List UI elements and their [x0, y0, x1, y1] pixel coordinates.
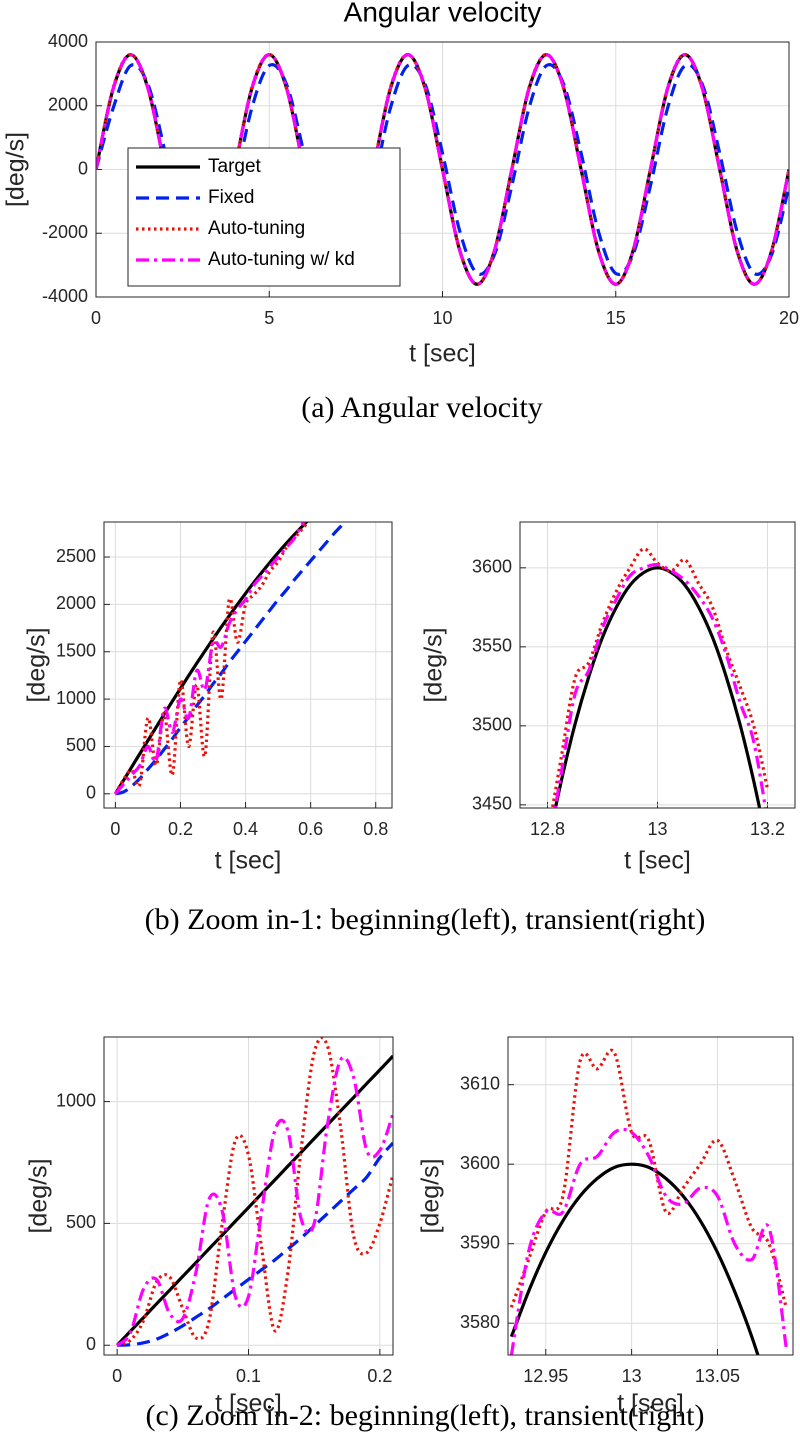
- x-tick-label: 0: [110, 819, 120, 839]
- legend-label: Fixed: [208, 187, 254, 208]
- series-line: [116, 1055, 393, 1347]
- x-tick-label: 0: [91, 308, 101, 328]
- series-line: [116, 1037, 393, 1347]
- x-tick-label: 15: [606, 308, 626, 328]
- y-tick-label: 3590: [460, 1232, 500, 1252]
- x-axis-label: t [sec]: [624, 847, 691, 875]
- plot-frame: [507, 1036, 794, 1356]
- y-tick-label: 4000: [48, 31, 88, 51]
- plot-frame: [95, 41, 790, 298]
- x-tick-label: 5: [264, 308, 274, 328]
- series-line: [509, 1162, 760, 1355]
- x-tick-label: 20: [779, 308, 799, 328]
- chart: 0 5 10 15 20 -4000 -2000 0 2000 4000 Angular veloc…: [2, 0, 799, 368]
- series-line: [113, 522, 311, 795]
- series-group: [115, 1037, 393, 1347]
- y-tick-label: 3580: [460, 1312, 500, 1332]
- y-tick-label: 0: [78, 158, 88, 178]
- series-line: [117, 1141, 393, 1347]
- y-tick-label: 3610: [460, 1073, 500, 1093]
- legend-box: [127, 147, 401, 287]
- plot-area: [104, 522, 392, 808]
- x-tick-label: 0.8: [363, 819, 388, 839]
- x-tick-label: 0.6: [298, 819, 323, 839]
- x-tick-label: 0: [112, 1366, 122, 1386]
- y-tick-label: 3500: [472, 715, 512, 735]
- y-tick-label: 500: [66, 735, 96, 755]
- y-tick-label: 0: [86, 1334, 96, 1354]
- series-group: [113, 522, 345, 796]
- series-line: [553, 566, 762, 808]
- y-tick-label: 2500: [56, 546, 96, 566]
- legend-label: Auto-tuning w/ kd: [208, 249, 355, 270]
- chart: 0 0.2 0.4 0.6 0.8 0 500 1000 1500 2000 2500 t [sec]…: [23, 521, 393, 875]
- plot-frame: [103, 521, 393, 809]
- chart: 0 0.1 0.2 0 500 1000 t [sec] [deg/s]: [25, 1036, 394, 1418]
- caption: (b) Zoom in-1: beginning(left), transien…: [145, 903, 706, 936]
- series-line: [96, 63, 789, 276]
- x-tick-label: 13.05: [695, 1366, 740, 1386]
- x-tick-label: 10: [432, 308, 452, 328]
- series-group: [550, 547, 770, 808]
- x-tick-label: 0.2: [168, 819, 193, 839]
- y-axis-label: [deg/s]: [417, 1158, 445, 1233]
- chart: 12.8 13 13.2 3450 3500 3550 3600 t [sec] [deg/s]: [420, 521, 796, 875]
- chart: 12.95 13 13.05 3580 3590 3600 3610 t [sec] [deg/…: [417, 1036, 794, 1418]
- legend: Target Fixed Auto-tuning Auto-tuning w/ kd: [127, 147, 401, 287]
- caption: (c) Zoom in-2: beginning(left), transien…: [146, 1399, 705, 1432]
- series-line: [509, 1048, 788, 1308]
- legend-label: Auto-tuning: [208, 218, 305, 239]
- y-tick-label: 2000: [48, 95, 88, 115]
- series-group: [509, 1048, 788, 1355]
- y-tick-label: 2000: [56, 593, 96, 613]
- x-axis-label: t [sec]: [409, 340, 476, 368]
- y-tick-label: -2000: [42, 222, 88, 242]
- series-line: [509, 1127, 788, 1355]
- x-tick-label: 13: [647, 819, 667, 839]
- legend-label: Target: [208, 156, 262, 177]
- x-axis-label: t [sec]: [215, 1390, 282, 1418]
- series-line: [115, 522, 345, 796]
- x-axis-label: t [sec]: [617, 1390, 684, 1418]
- y-tick-label: 1000: [56, 688, 96, 708]
- x-tick-label: 13: [622, 1366, 642, 1386]
- x-tick-label: 12.8: [530, 819, 565, 839]
- series-line: [114, 522, 306, 795]
- y-axis-label: [deg/s]: [25, 1158, 53, 1233]
- plot-frame: [519, 521, 796, 809]
- y-tick-label: -4000: [42, 286, 88, 306]
- y-tick-label: 3450: [472, 794, 512, 814]
- y-tick-label: 1500: [56, 640, 96, 660]
- chart-title: Angular velocity: [344, 0, 542, 27]
- series-line: [553, 562, 768, 808]
- x-axis-label: t [sec]: [215, 847, 282, 875]
- caption: (a) Angular velocity: [301, 391, 543, 424]
- y-tick-label: 0: [86, 783, 96, 803]
- y-tick-label: 3550: [472, 636, 512, 656]
- x-tick-label: 0.4: [233, 819, 258, 839]
- x-tick-label: 13.2: [750, 819, 785, 839]
- plot-frame: [103, 1036, 394, 1356]
- y-axis-label: [deg/s]: [2, 132, 30, 207]
- y-axis-label: [deg/s]: [420, 627, 448, 702]
- x-tick-label: 0.1: [236, 1366, 261, 1386]
- x-tick-label: 12.95: [523, 1366, 568, 1386]
- y-tick-label: 3600: [460, 1153, 500, 1173]
- y-axis-label: [deg/s]: [23, 627, 51, 702]
- y-tick-label: 500: [66, 1212, 96, 1232]
- y-tick-label: 3600: [472, 557, 512, 577]
- plot-area: [508, 1037, 793, 1355]
- y-tick-label: 1000: [56, 1090, 96, 1110]
- x-tick-label: 0.2: [367, 1366, 392, 1386]
